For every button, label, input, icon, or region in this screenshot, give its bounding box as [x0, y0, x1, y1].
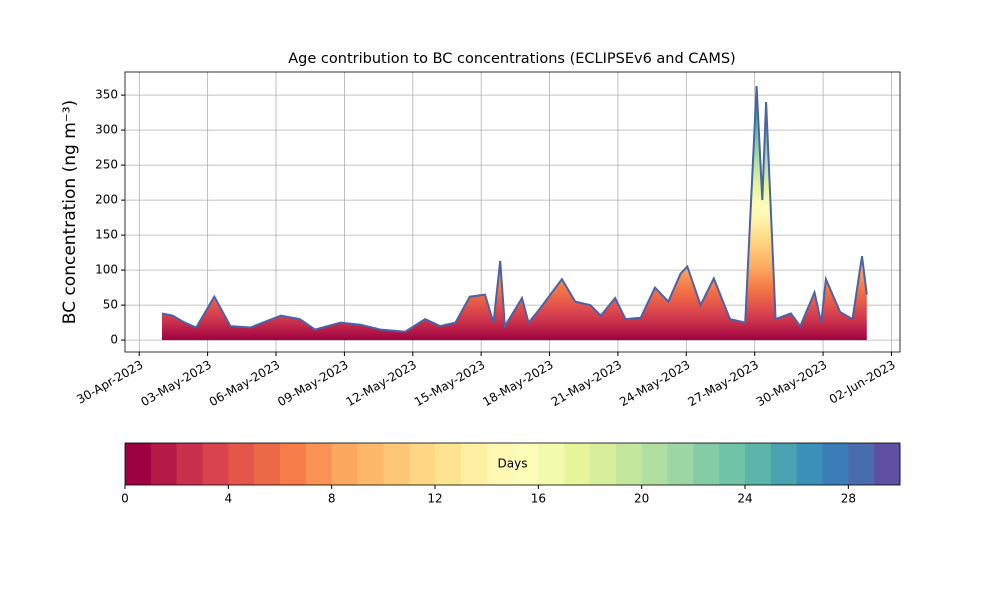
x-tick-label: 30-May-2023	[754, 358, 829, 410]
colorbar-bin	[796, 443, 823, 485]
y-tick-label: 200	[95, 193, 118, 207]
colorbar-bin	[874, 443, 901, 485]
colorbar-bin	[486, 443, 513, 485]
x-tick-label: 09-May-2023	[275, 358, 350, 410]
x-tick-label: 21-May-2023	[549, 358, 624, 410]
x-tick-label: 18-May-2023	[480, 358, 555, 410]
colorbar-bin	[641, 443, 668, 485]
colorbar-bin	[770, 443, 797, 485]
area-outline	[161, 85, 868, 333]
colorbar-bin	[745, 443, 772, 485]
x-tick-label: 03-May-2023	[138, 358, 213, 410]
colorbar-bin	[512, 443, 539, 485]
x-tick-label: 06-May-2023	[207, 358, 282, 410]
colorbar-bin	[693, 443, 720, 485]
colorbar-frame	[124, 442, 901, 486]
colorbar-bin	[383, 443, 410, 485]
colorbar-tick-label: 0	[121, 492, 129, 506]
colorbar-bin	[357, 443, 384, 485]
y-tick-label: 100	[95, 263, 118, 277]
colorbar-bin	[202, 443, 229, 485]
colorbar-bin	[150, 443, 177, 485]
y-tick-label: 150	[95, 228, 118, 242]
x-tick-label: 24-May-2023	[617, 358, 692, 410]
y-tick-label: 300	[95, 123, 118, 137]
colorbar-bin	[435, 443, 462, 485]
y-tick-label: 0	[110, 333, 118, 347]
x-tick-label: 12-May-2023	[344, 358, 419, 410]
plot-frame	[124, 71, 901, 353]
colorbar-tick-label: 4	[225, 492, 233, 506]
colorbar-tick-label: 20	[634, 492, 649, 506]
colorbar-bin	[538, 443, 565, 485]
colorbar-bin	[590, 443, 617, 485]
colorbar-bin	[254, 443, 281, 485]
x-tick-label: 27-May-2023	[685, 358, 760, 410]
x-tick-label: 30-Apr-2023	[74, 358, 145, 407]
colorbar-bin	[564, 443, 591, 485]
y-tick-label: 50	[103, 298, 118, 312]
x-tick-label: 02-Jun-2023	[827, 358, 898, 407]
colorbar-bin	[305, 443, 332, 485]
colorbar-bin	[719, 443, 746, 485]
colorbar-bin	[125, 443, 152, 485]
colorbar-bin	[280, 443, 307, 485]
colorbar-tick-label: 24	[737, 492, 752, 506]
x-tick-label: 15-May-2023	[412, 358, 487, 410]
colorbar-label: Days	[498, 457, 528, 471]
y-tick-label: 250	[95, 158, 118, 172]
colorbar-tick-label: 12	[427, 492, 442, 506]
colorbar-bin	[460, 443, 487, 485]
colorbar-tick-label: 8	[328, 492, 336, 506]
colorbar-bin	[667, 443, 694, 485]
colorbar-tick-label: 28	[841, 492, 856, 506]
colorbar-bin	[848, 443, 875, 485]
colorbar-bin	[228, 443, 255, 485]
colorbar-bin	[331, 443, 358, 485]
y-axis-label: BC concentration (ng m⁻³)	[60, 100, 80, 324]
colorbar-tick-label: 16	[531, 492, 546, 506]
colorbar-bin	[822, 443, 849, 485]
y-tick-label: 350	[95, 88, 118, 102]
chart-title: Age contribution to BC concentrations (E…	[288, 51, 735, 67]
colorbar-bin	[615, 443, 642, 485]
colorbar-bin	[176, 443, 203, 485]
area	[162, 86, 867, 341]
colorbar-bin	[409, 443, 436, 485]
